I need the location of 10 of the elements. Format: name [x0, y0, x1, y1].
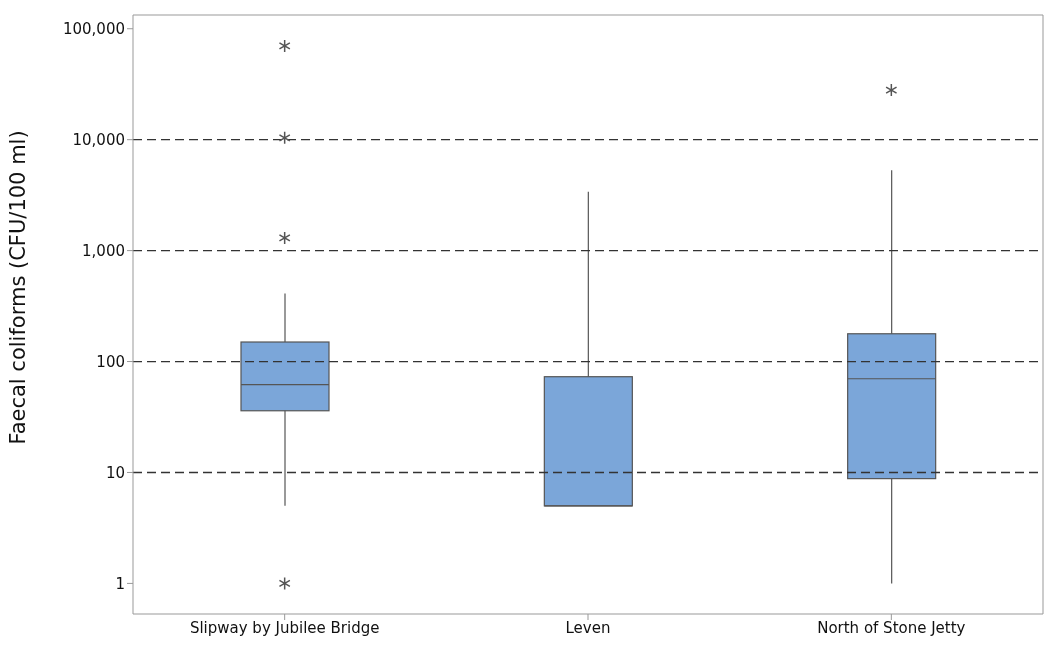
y-tick-label: 1,000 [82, 241, 125, 260]
y-tick-label: 10,000 [72, 131, 125, 149]
y-axis-title: Faecal coliforms (CFU/100 ml) [6, 130, 31, 445]
y-tick-label: 100,000 [62, 20, 125, 39]
x-tick-label: Slipway by Jubilee Bridge [189, 618, 380, 637]
y-tick-label: 100 [96, 352, 125, 371]
y-tick-label: 10 [105, 463, 125, 482]
y-tick-label: 1 [115, 574, 125, 593]
x-tick-label: Leven [565, 618, 611, 637]
x-tick-label: North of Stone Jetty [817, 618, 966, 637]
